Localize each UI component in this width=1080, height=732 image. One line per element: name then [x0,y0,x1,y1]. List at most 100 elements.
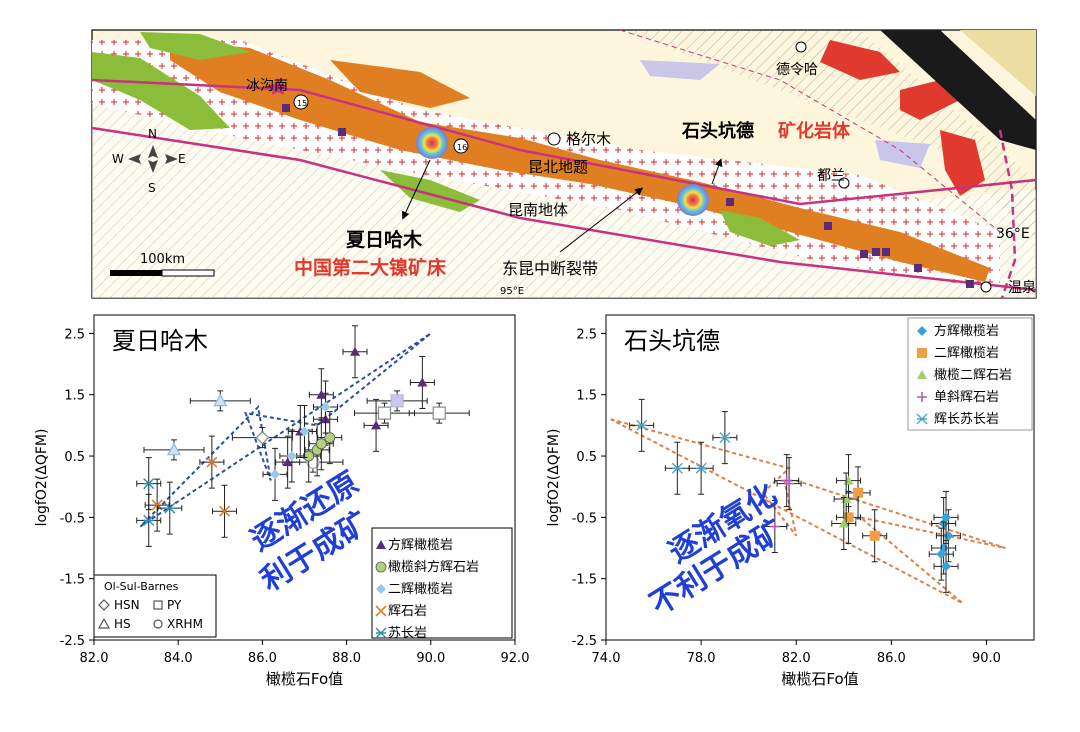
y-tick-label: -0.5 [572,511,597,526]
data-point [299,426,310,437]
x-tick-label: 82.0 [80,651,109,666]
data-point [769,521,780,532]
y-tick-label: 1.5 [576,389,597,404]
legend-item-right: 辉长苏长岩 [934,411,999,427]
y-axis-label-left: logfO2(ΔQFM) [34,429,50,527]
city-icon [795,41,807,53]
data-point [695,462,707,474]
legend-item-left: 辉石岩 [388,604,427,619]
legend-icon [917,370,927,379]
y-tick-label: 2.5 [64,327,85,342]
data-point [143,514,155,526]
legend-icon [375,561,387,573]
compass-n: N [148,127,157,141]
legend-icon [917,392,927,402]
data-point [315,438,327,450]
label-16: 16 [457,143,467,152]
data-point [843,512,854,523]
label-15: 15 [297,99,307,108]
data-point [936,549,947,560]
label-kunbei: 昆北地题 [528,158,588,176]
data-point [941,512,952,523]
label-lat: 36°E [996,226,1030,242]
deposit-markers [269,78,974,288]
legend-item-right: 橄榄二辉石岩 [934,367,1012,383]
ticks-left: 82.0 84.0 86.0 88.0 90.0 92.0 2.5 1.5 0.5 -0.5 -1.… [60,327,530,666]
scale-bar [110,270,162,276]
trend-outline [139,332,432,528]
legend-icon [917,348,927,358]
y-tick-label: -2.5 [572,634,597,649]
legend-icon [916,413,928,425]
chart-xiarihamu: 82.0 84.0 86.0 88.0 90.0 92.0 2.5 1.5 0.5 -0.5 -1.… [34,314,530,688]
city-icon [838,177,850,189]
legend-icon [98,599,110,611]
data-point [943,530,954,541]
data-point [941,561,952,572]
shitoukengde-target-icon [677,184,709,216]
data-point [719,432,731,444]
plot-area-right [605,314,1035,641]
geologic-map: N S W E 100km 冰沟南 15 16 德令哈 格尔木 昆北地题 昆南地… [91,29,1037,299]
ref-legend-left: Ol-Sul-Barnes HSN PY HS XRHM [93,574,217,638]
legend-item-right: 二辉橄榄岩 [934,345,999,361]
legend-icon [153,619,163,629]
legend-item-left: 苏长岩 [388,625,427,641]
ref-legend-item: HS [114,617,131,631]
ref-legend-item: PY [167,598,182,612]
label-xiarihamu: 夏日哈木 [346,228,423,251]
ref-point [166,442,182,456]
red-unit [820,40,900,80]
city-icon [547,132,561,146]
fault-kunzhong [91,126,1037,292]
city-icon [980,281,992,293]
data-point [869,530,880,541]
label-dulan: 都兰 [817,168,845,184]
y-tick-label: -2.5 [60,634,85,649]
data-point [282,457,293,467]
ref-point [377,406,392,420]
ref-point [432,406,446,420]
label-binggounan: 冰沟南 [246,78,288,94]
data-point [671,462,683,474]
legend-icon [917,326,927,336]
chart-title-right: 石头坑德 [624,327,720,355]
chart-title-left: 夏日哈木 [112,327,208,355]
data-point [350,346,361,356]
chart-shitoukengde: 74.0 78.0 82.0 86.0 90.0 2.5 1.5 0.5 -0.5 -1.5 -2.… [546,314,1035,688]
label-fault: 东昆中断裂带 [502,259,598,278]
legend-right: 方辉橄榄岩 二辉橄榄岩 橄榄二辉石岩 单斜辉石岩 辉长苏长岩 [907,317,1033,431]
data-point [143,478,155,490]
data-point [316,389,327,399]
data-point [320,401,331,412]
y-axis-label-right: logfO2(ΔQFM) [546,429,562,527]
y-tick-label: 1.5 [64,389,85,404]
label-kunnan: 昆南地体 [508,201,568,219]
legend-item-right: 单斜辉石岩 [934,390,999,405]
data-point [636,419,648,431]
y-tick-label: -1.5 [60,573,85,588]
data-point [838,518,849,528]
ref-point [390,394,404,408]
compass-icon [128,145,178,173]
label-delingha: 德令哈 [776,62,818,78]
x-tick-label: 86.0 [877,651,906,666]
data-point [417,377,428,387]
x-tick-label: 74.0 [592,651,621,666]
data-point [371,420,382,430]
legend-icon [153,600,163,610]
ticks-right: 74.0 78.0 82.0 86.0 90.0 2.5 1.5 0.5 -0.5 -1.5 -2.… [572,327,1001,666]
compass-w: W [112,152,124,166]
x-axis-label-right: 橄榄石Fo值 [781,670,858,688]
y-tick-label: 2.5 [576,327,597,342]
x-tick-label: 92.0 [501,651,530,666]
data-point [324,432,336,444]
ref-legend-item: HSN [114,598,140,612]
legend-item-right: 方辉橄榄岩 [934,323,999,339]
y-tick-label: 0.5 [576,450,597,465]
compass-s: S [148,181,156,195]
ref-legend-item: XRHM [167,617,203,631]
legend-item-left: 二辉橄榄岩 [388,581,453,597]
